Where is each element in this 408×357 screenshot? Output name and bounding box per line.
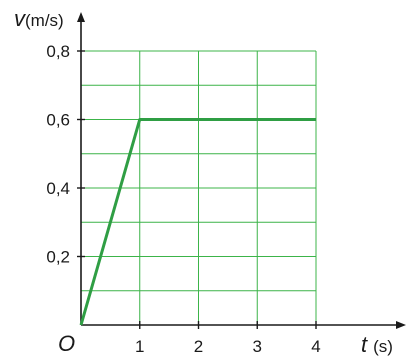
y-tick-label: 0,8 (46, 42, 70, 61)
y-tick-label: 0,4 (46, 179, 70, 198)
velocity-series-line (79, 118, 316, 326)
y-axis-variable: v (14, 6, 27, 31)
y-tick-label: 0,6 (46, 111, 70, 130)
x-axis-arrowhead (396, 321, 406, 329)
x-axis-label: t (s) (361, 332, 393, 357)
ticks: 0,2 0,4 0,6 0,8 1 2 3 4 (46, 42, 320, 356)
y-axis-unit: (m/s) (25, 11, 64, 30)
grid (81, 50, 317, 325)
origin-label: O (58, 331, 75, 356)
y-axis-label: v(m/s) (14, 6, 64, 31)
axis-labels: v(m/s) t (s) O (14, 6, 393, 357)
x-axis-unit: (s) (373, 337, 393, 356)
y-tick-label: 0,2 (46, 248, 70, 267)
x-tick-label: 3 (253, 337, 262, 356)
series (79, 118, 316, 326)
x-tick-label: 4 (311, 337, 320, 356)
x-axis-variable: t (361, 332, 368, 357)
axes (77, 12, 406, 329)
x-tick-label: 1 (135, 337, 144, 356)
y-axis-arrowhead (77, 12, 85, 22)
x-tick-label: 2 (194, 337, 203, 356)
